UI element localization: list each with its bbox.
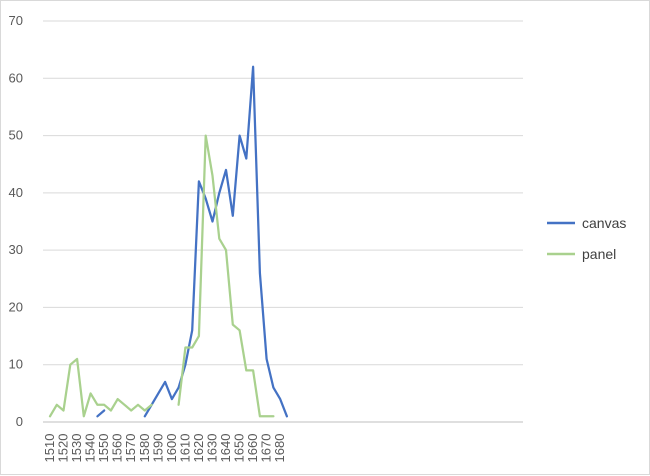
x-tick-label: 1650	[232, 434, 247, 463]
series-lines	[48, 65, 289, 418]
gridlines	[43, 20, 523, 423]
x-tick-label: 1680	[272, 434, 287, 463]
series-line-canvas-segment-0	[96, 409, 106, 418]
legend-label-canvas: canvas	[582, 215, 626, 231]
series-line-canvas-segment-1	[143, 65, 289, 418]
x-tick-label: 1640	[218, 434, 233, 463]
y-tick-label: 70	[9, 13, 23, 28]
x-tick-label: 1570	[123, 434, 138, 463]
y-tick-label: 40	[9, 185, 23, 200]
x-tick-label: 1590	[150, 434, 165, 463]
x-tick-label: 1530	[69, 434, 84, 463]
y-tick-label: 60	[9, 70, 23, 85]
x-tick-label: 1630	[204, 434, 219, 463]
x-tick-label: 1580	[137, 434, 152, 463]
y-tick-label: 30	[9, 242, 23, 257]
x-tick-label: 1550	[96, 434, 111, 463]
x-tick-label: 1520	[56, 434, 71, 463]
legend-label-panel: panel	[582, 246, 616, 262]
y-tick-label: 50	[9, 128, 23, 143]
y-tick-label: 20	[9, 299, 23, 314]
x-tick-label: 1670	[259, 434, 274, 463]
legend: canvas panel	[547, 215, 626, 262]
series-line-panel-segment-1	[177, 134, 275, 418]
y-tick-label: 10	[9, 357, 23, 372]
y-tick-label: 0	[16, 414, 23, 429]
x-tick-label: 1660	[245, 434, 260, 463]
y-axis-ticks: 0 10 20 30 40 50 60 70	[9, 13, 23, 429]
series-line-panel-segment-0	[48, 357, 153, 418]
x-tick-label: 1540	[83, 434, 98, 463]
x-axis-ticks: 1510152015301540155015601570158015901600…	[42, 434, 287, 463]
x-tick-label: 1620	[191, 434, 206, 463]
x-tick-label: 1600	[164, 434, 179, 463]
x-tick-label: 1610	[177, 434, 192, 463]
x-tick-label: 1560	[110, 434, 125, 463]
x-tick-label: 1510	[42, 434, 57, 463]
